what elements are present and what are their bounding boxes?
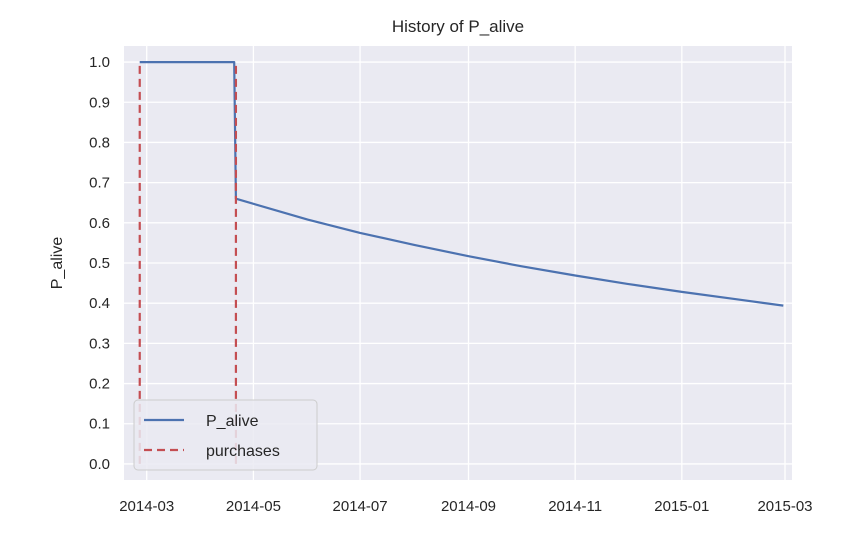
y-tick-label: 0.6 bbox=[89, 215, 110, 232]
y-tick-label: 0.8 bbox=[89, 134, 110, 151]
y-tick-label: 0.0 bbox=[89, 456, 110, 473]
x-tick-label: 2015-03 bbox=[757, 498, 812, 515]
legend-label-purchases: purchases bbox=[206, 443, 280, 460]
series-layer bbox=[138, 60, 784, 464]
legend: P_alive purchases bbox=[133, 399, 318, 471]
x-tick-label: 2014-03 bbox=[119, 498, 174, 515]
x-tick-label: 2014-05 bbox=[226, 498, 281, 515]
legend-label-p-alive: P_alive bbox=[206, 413, 259, 430]
y-tick-label: 0.5 bbox=[89, 255, 110, 272]
x-tick-label: 2014-09 bbox=[441, 498, 496, 515]
y-tick-label: 0.3 bbox=[89, 335, 110, 352]
y-tick-label: 0.9 bbox=[89, 94, 110, 111]
y-tick-label: 0.7 bbox=[89, 175, 110, 192]
y-tick-label: 0.1 bbox=[89, 416, 110, 433]
y-tick-label: 0.2 bbox=[89, 376, 110, 393]
x-tick-label: 2014-07 bbox=[333, 498, 388, 515]
y-tick-label: 1.0 bbox=[89, 54, 110, 71]
chart-title: History of P_alive bbox=[392, 17, 524, 36]
x-tick-label: 2015-01 bbox=[654, 498, 709, 515]
tick-labels: 2014-03 2014-05 2014-07 2014-09 2014-11 2015-… bbox=[89, 54, 812, 515]
x-tick-label: 2014-11 bbox=[548, 498, 602, 515]
y-axis-label: P_alive bbox=[49, 237, 66, 290]
legend-box bbox=[133, 399, 318, 471]
y-tick-label: 0.4 bbox=[89, 295, 110, 312]
